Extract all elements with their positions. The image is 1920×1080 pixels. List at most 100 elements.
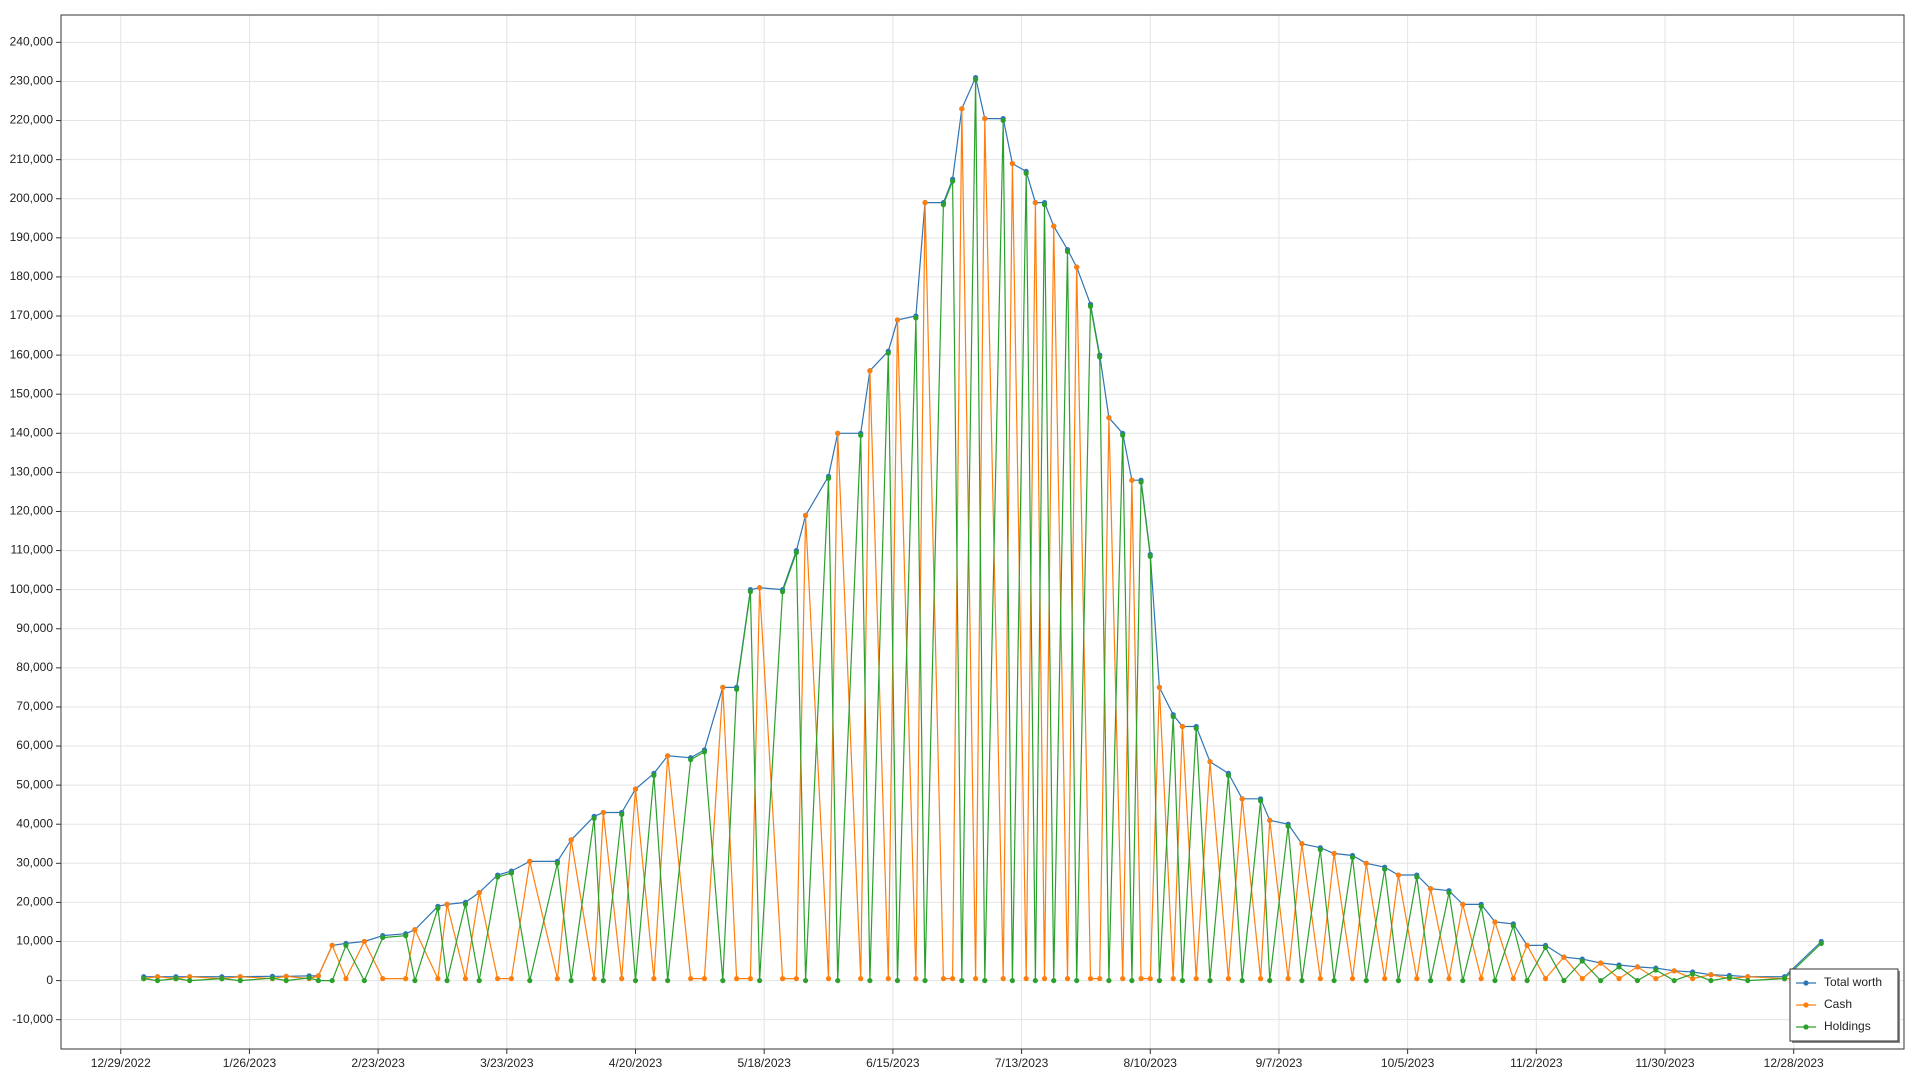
data-point xyxy=(1120,432,1126,438)
data-point xyxy=(793,549,799,556)
data-point xyxy=(894,317,901,323)
data-point xyxy=(756,977,763,984)
data-point xyxy=(568,977,574,984)
data-point xyxy=(591,976,597,982)
data-point xyxy=(1561,954,1567,960)
data-point xyxy=(412,977,418,984)
data-point xyxy=(1023,170,1029,176)
data-point xyxy=(1225,772,1231,778)
data-point xyxy=(835,430,841,436)
x-tick-label: 12/28/2023 xyxy=(1764,1056,1824,1070)
y-tick-label: 80,000 xyxy=(16,660,53,674)
data-point xyxy=(1207,977,1213,984)
legend-swatch xyxy=(1803,1002,1809,1008)
data-point xyxy=(973,976,979,982)
data-point xyxy=(940,201,947,208)
x-tick-label: 12/29/2022 xyxy=(91,1056,151,1070)
data-point xyxy=(1616,976,1622,982)
data-point xyxy=(922,200,928,206)
data-point xyxy=(885,976,891,982)
data-point xyxy=(720,977,726,984)
y-tick-label: 160,000 xyxy=(10,347,54,361)
data-point xyxy=(619,811,625,818)
data-point xyxy=(403,976,409,982)
data-point xyxy=(734,686,740,692)
data-point xyxy=(412,927,418,933)
data-point xyxy=(1745,974,1751,980)
data-point xyxy=(802,512,809,518)
data-point xyxy=(1781,976,1788,982)
data-point xyxy=(1041,201,1048,208)
data-point xyxy=(476,977,482,984)
data-point xyxy=(1446,890,1452,896)
data-point xyxy=(747,589,754,595)
data-point xyxy=(1032,200,1038,206)
data-point xyxy=(315,977,321,984)
y-tick-label: 170,000 xyxy=(10,308,54,322)
data-point xyxy=(343,942,349,949)
y-tick-label: 40,000 xyxy=(16,816,53,830)
data-point xyxy=(600,809,606,816)
data-point xyxy=(1542,976,1549,982)
data-point xyxy=(462,976,469,982)
data-point xyxy=(361,938,367,945)
y-tick-label: 20,000 xyxy=(16,895,53,909)
data-point xyxy=(444,977,450,984)
y-tick-label: 30,000 xyxy=(16,855,53,869)
y-tick-label: 60,000 xyxy=(16,738,53,752)
data-point xyxy=(1170,976,1176,982)
data-point xyxy=(283,977,289,984)
data-point xyxy=(619,976,625,982)
x-tick-label: 8/10/2023 xyxy=(1124,1056,1178,1070)
data-point xyxy=(1156,684,1163,690)
data-point xyxy=(973,76,979,83)
data-point xyxy=(435,976,441,982)
y-tick-label: 240,000 xyxy=(10,35,54,49)
data-point xyxy=(1561,977,1567,984)
data-point xyxy=(1000,117,1006,124)
data-point xyxy=(1267,977,1273,984)
data-point xyxy=(154,977,161,984)
data-point xyxy=(495,976,501,982)
data-point xyxy=(1179,977,1186,984)
x-tick-label: 9/7/2023 xyxy=(1256,1056,1303,1070)
data-point xyxy=(435,905,441,911)
data-point xyxy=(527,858,533,864)
data-point xyxy=(1579,958,1585,964)
data-point xyxy=(380,934,386,941)
data-point xyxy=(568,837,574,843)
series-line xyxy=(143,79,1822,983)
data-point xyxy=(1331,850,1337,857)
data-point xyxy=(444,901,450,907)
data-point xyxy=(688,976,694,982)
data-point xyxy=(1239,796,1245,802)
legend-swatch xyxy=(1803,980,1809,986)
data-point xyxy=(1382,976,1388,982)
data-point xyxy=(1106,415,1112,421)
y-tick-label: 120,000 xyxy=(10,504,54,518)
data-point xyxy=(1510,923,1516,929)
data-point xyxy=(554,976,560,982)
series xyxy=(141,76,1824,984)
data-point xyxy=(779,976,786,982)
legend: Total worth Cash Holdings xyxy=(1789,968,1900,1043)
data-point xyxy=(1193,725,1199,732)
data-point xyxy=(329,977,335,984)
data-point xyxy=(1745,977,1751,984)
data-point xyxy=(237,977,243,984)
data-point xyxy=(329,942,335,949)
data-point xyxy=(476,890,482,896)
data-point xyxy=(1000,976,1006,982)
data-point xyxy=(154,974,161,980)
data-point xyxy=(982,115,988,122)
data-point xyxy=(1460,977,1466,984)
y-tick-label: 210,000 xyxy=(10,152,54,166)
data-point xyxy=(1363,860,1369,866)
data-point xyxy=(1074,264,1080,270)
y-tick-label: 90,000 xyxy=(16,621,53,635)
data-point xyxy=(1634,977,1641,984)
x-tick-label: 10/5/2023 xyxy=(1381,1056,1435,1070)
data-point xyxy=(1818,940,1824,947)
legend-label: Total worth xyxy=(1824,975,1882,989)
